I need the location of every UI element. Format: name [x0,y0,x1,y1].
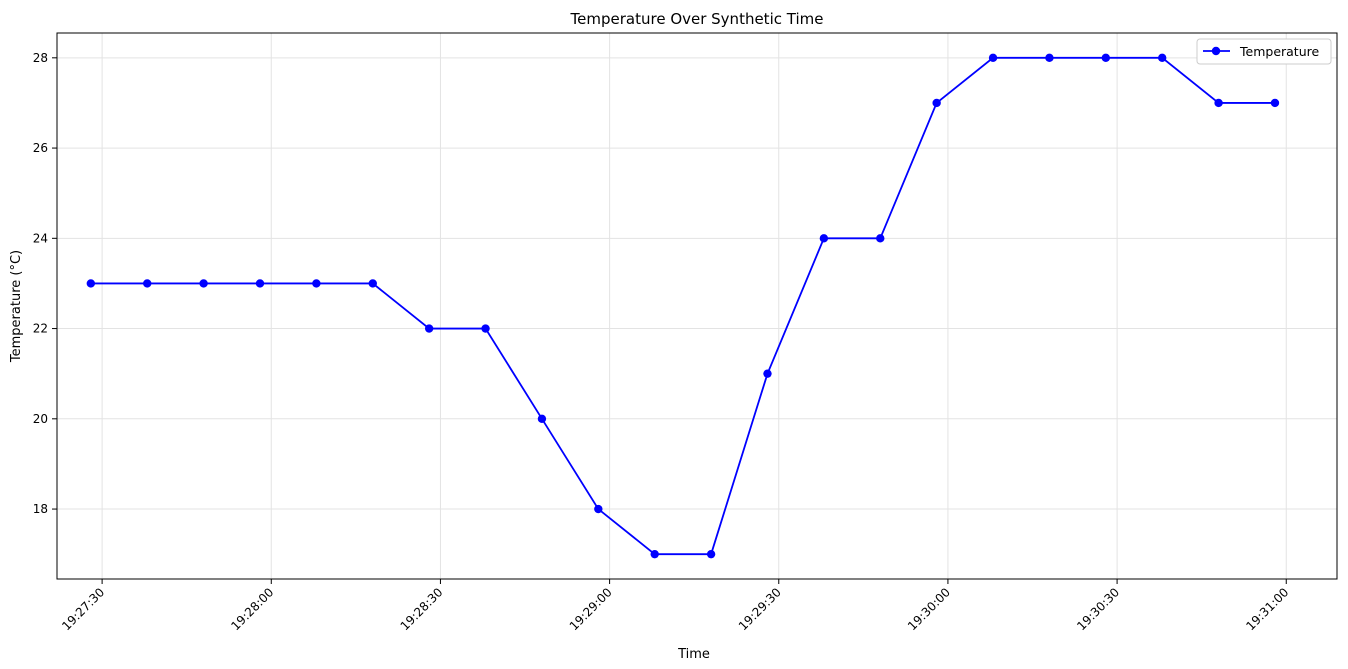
data-point [988,53,998,63]
x-axis: 19:27:30 19:28:00 19:28:30 19:29:00 19:29:30… [59,579,1291,633]
legend-marker [1211,46,1221,56]
x-tick-label: 19:29:30 [736,585,784,633]
y-tick-label: 18 [33,502,48,516]
y-tick-label: 26 [33,141,48,155]
data-point [876,234,885,243]
x-axis-label: Time [677,647,710,662]
legend: Temperature [1196,38,1332,65]
data-point [706,549,716,559]
data-point [199,279,208,288]
series-temperature [86,53,1280,559]
data-point [1270,98,1280,108]
data-point [819,234,829,243]
y-tick-label: 22 [33,322,48,336]
y-tick-label: 24 [33,231,48,245]
y-tick-label: 28 [33,51,48,65]
x-tick-label: 19:28:30 [398,585,446,633]
data-point [1101,53,1111,63]
data-point [368,279,377,288]
data-point [594,504,603,514]
chart-title: Temperature Over Synthetic Time [570,10,824,28]
grid [57,33,1337,579]
plot-frame [56,32,1338,580]
x-tick-label: 19:31:00 [1243,585,1291,633]
data-point [481,324,490,333]
data-point [312,279,321,288]
x-tick-label: 19:30:30 [1074,585,1122,633]
data-point [86,279,96,288]
data-point [650,549,659,559]
data-point [424,324,434,333]
x-tick-label: 19:29:00 [567,585,615,633]
x-tick-label: 19:27:30 [59,585,107,633]
data-point [537,414,547,424]
data-point [763,369,772,378]
y-axis: 18 20 22 24 26 28 [33,51,57,516]
data-point [1214,98,1223,108]
data-point [255,279,265,288]
series-line [90,56,1275,556]
legend-box [1196,38,1332,65]
data-point [143,279,152,288]
y-axis-label: Temperature (°C) [9,250,24,363]
x-tick-label: 19:30:00 [905,585,953,633]
data-point [932,98,941,108]
data-point [1045,53,1054,63]
data-point [1157,53,1167,63]
legend-label-temperature: Temperature [1239,44,1319,59]
x-tick-label: 19:28:00 [228,585,276,633]
y-tick-label: 20 [33,412,48,426]
